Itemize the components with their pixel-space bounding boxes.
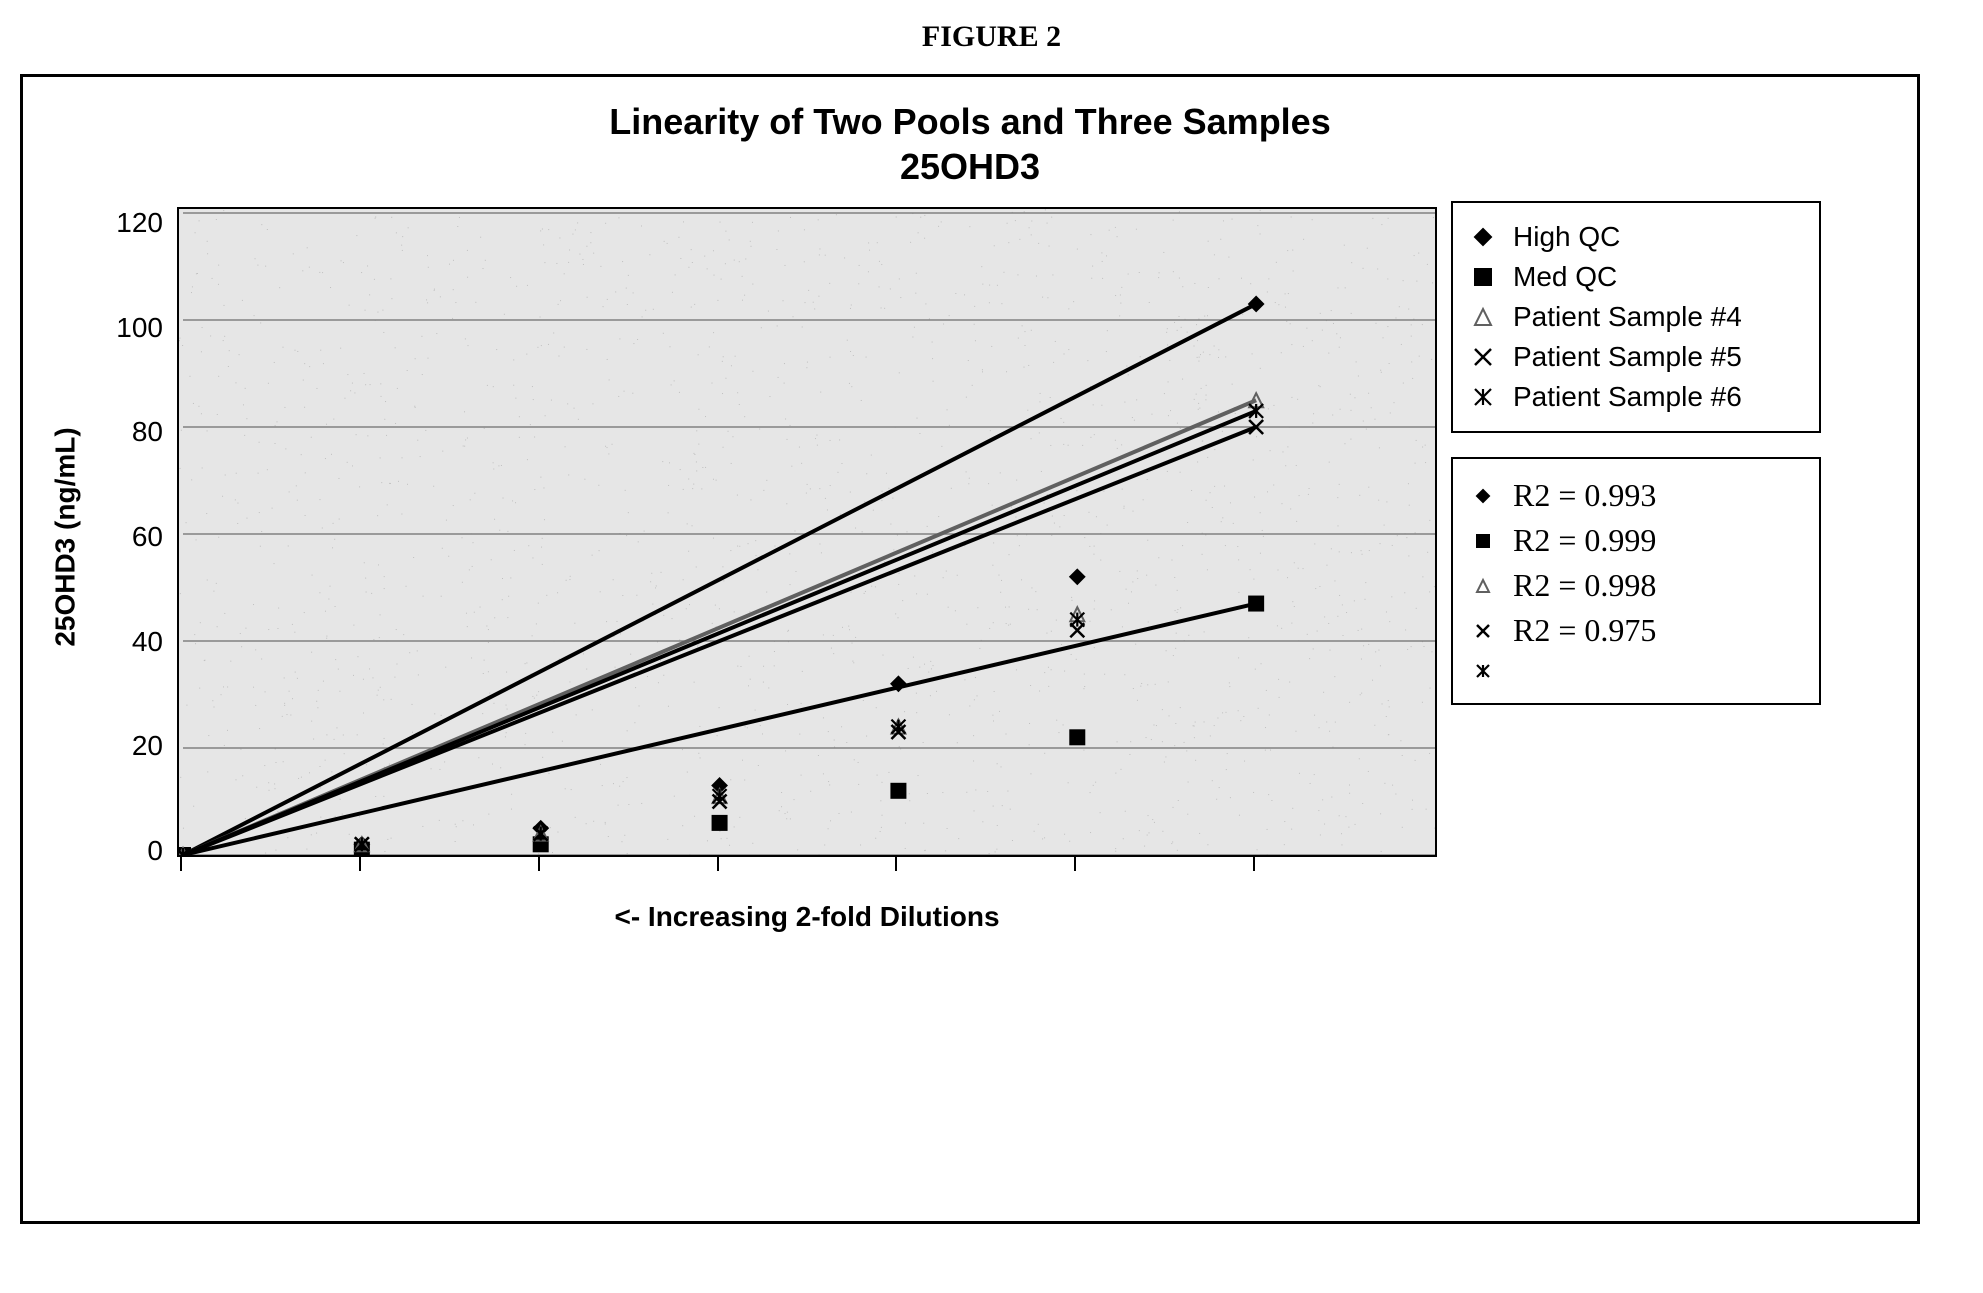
chart-frame: Linearity of Two Pools and Three Samples…: [20, 74, 1920, 1224]
legend-label: Patient Sample #4: [1513, 301, 1742, 333]
chart-title-line1: Linearity of Two Pools and Three Samples: [609, 101, 1330, 142]
r2-row: R2 = 0.975: [1469, 612, 1803, 649]
legend-label: Med QC: [1513, 261, 1617, 293]
x-tick: [717, 857, 719, 871]
r2-value: R2 = 0.998: [1513, 567, 1656, 604]
r2-row: R2 = 0.993: [1469, 477, 1803, 514]
y-tick-label: 0: [147, 835, 163, 867]
asterisk-icon: [1469, 657, 1497, 685]
legend-row: Patient Sample #5: [1469, 341, 1803, 373]
square-icon: [1469, 527, 1497, 555]
diamond-icon: [1469, 223, 1497, 251]
legend-label: Patient Sample #5: [1513, 341, 1742, 373]
r2-value: R2 = 0.993: [1513, 477, 1656, 514]
legend-row: High QC: [1469, 221, 1803, 253]
r2-row: R2 = 0.998: [1469, 567, 1803, 604]
x-icon: [1469, 343, 1497, 371]
diamond-icon: [1469, 482, 1497, 510]
x-icon: [1469, 617, 1497, 645]
r2-row: R2 = 0.999: [1469, 522, 1803, 559]
legend-label: High QC: [1513, 221, 1620, 253]
x-tick: [895, 857, 897, 871]
y-tick-label: 120: [116, 207, 163, 239]
x-axis-label: <- Increasing 2-fold Dilutions: [177, 901, 1437, 933]
legend-row: Patient Sample #4: [1469, 301, 1803, 333]
y-axis-ticks: 120 100 80 60 40 20 0: [103, 207, 163, 867]
legend-row: Patient Sample #6: [1469, 381, 1803, 413]
y-tick-label: 80: [132, 416, 163, 448]
x-tick: [1253, 857, 1255, 871]
r2-value: R2 = 0.999: [1513, 522, 1656, 559]
r2-box: R2 = 0.993 R2 = 0.999 R2 = 0.998 R2 = 0.975: [1451, 457, 1821, 705]
y-tick-label: 20: [132, 730, 163, 762]
x-tick: [359, 857, 361, 871]
r2-value: R2 = 0.975: [1513, 612, 1656, 649]
x-tick: [1074, 857, 1076, 871]
figure-label: FIGURE 2: [20, 20, 1963, 54]
x-axis-ticks: [177, 857, 1437, 873]
y-tick-label: 60: [132, 521, 163, 553]
x-tick: [538, 857, 540, 871]
y-axis-label: 25OHD3 (ng/mL): [50, 427, 82, 646]
line-chart: [177, 207, 1437, 857]
triangle-open-icon: [1469, 572, 1497, 600]
legend-row: Med QC: [1469, 261, 1803, 293]
y-tick-label: 100: [116, 312, 163, 344]
legend: High QC Med QC Patient Sample #4 Patient Sa…: [1451, 201, 1821, 433]
asterisk-icon: [1469, 383, 1497, 411]
triangle-open-icon: [1469, 303, 1497, 331]
chart-title: Linearity of Two Pools and Three Samples…: [43, 99, 1897, 189]
x-tick: [180, 857, 182, 871]
r2-row: [1469, 657, 1803, 685]
square-icon: [1469, 263, 1497, 291]
chart-title-line2: 25OHD3: [900, 146, 1040, 187]
legend-label: Patient Sample #6: [1513, 381, 1742, 413]
y-tick-label: 40: [132, 626, 163, 658]
